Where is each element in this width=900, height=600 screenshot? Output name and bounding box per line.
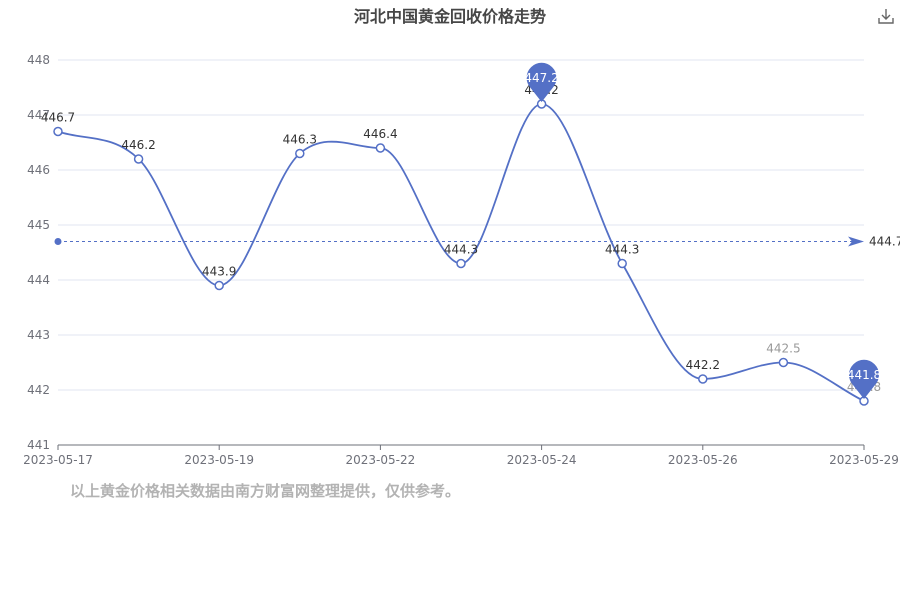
max-pin	[526, 62, 557, 102]
y-tick-label: 446	[27, 163, 50, 177]
y-tick-label: 444	[27, 273, 50, 287]
x-tick-label: 2023-05-17	[23, 453, 93, 467]
min-pin	[849, 359, 880, 399]
average-label: 444.7	[869, 235, 900, 249]
download-button[interactable]	[876, 6, 896, 26]
data-label: 444.3	[444, 243, 478, 257]
footnote-text: 以上黄金价格相关数据由南方财富网整理提供，仅供参考。	[70, 482, 461, 500]
download-icon	[878, 9, 894, 24]
min-pin-label: 441.8	[847, 368, 881, 382]
x-tick-label: 2023-05-29	[829, 453, 899, 467]
x-tick-label: 2023-05-24	[507, 453, 577, 467]
data-label: 446.7	[41, 111, 75, 125]
chart-title: 河北中国黄金回收价格走势	[353, 7, 546, 26]
data-point	[375, 143, 386, 153]
data-point	[617, 258, 627, 269]
data-point	[295, 148, 305, 159]
y-tick-label: 441	[27, 438, 50, 452]
data-point	[456, 258, 466, 269]
average-line-arrow	[848, 236, 864, 247]
y-tick-label: 443	[27, 328, 50, 342]
data-label: 446.4	[363, 127, 397, 141]
data-label: 442.2	[686, 358, 720, 372]
data-point	[214, 280, 224, 291]
data-point	[698, 374, 708, 384]
x-tick-label: 2023-05-22	[346, 453, 416, 467]
data-label: 446.3	[283, 133, 317, 147]
y-tick-label: 448	[27, 53, 50, 67]
y-tick-label: 442	[27, 383, 50, 397]
x-tick-label: 2023-05-19	[184, 453, 254, 467]
data-label: 443.9	[202, 265, 236, 279]
data-label: 446.2	[121, 138, 155, 152]
y-tick-label: 447	[27, 108, 50, 122]
data-point	[133, 154, 144, 164]
data-label: 442.5	[766, 342, 800, 356]
max-pin-label: 447.2	[524, 71, 558, 85]
y-tick-label: 445	[27, 218, 50, 232]
data-label: 444.3	[605, 243, 639, 257]
x-tick-label: 2023-05-26	[668, 453, 738, 467]
data-point	[53, 126, 63, 137]
data-point	[778, 357, 789, 368]
